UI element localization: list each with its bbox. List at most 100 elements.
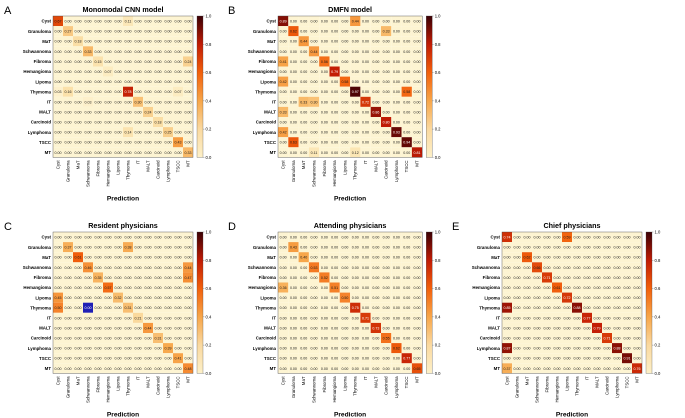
heatmap-cell	[612, 292, 622, 303]
heatmap-cell	[572, 302, 582, 313]
cell-value-label: 0.33	[383, 30, 390, 34]
cell-value-label: 0.63	[290, 141, 297, 145]
cell-value-label: 0.00	[604, 316, 611, 320]
colorbar	[645, 231, 653, 374]
cell-value-label: 0.00	[135, 110, 142, 114]
cell-value-label: 0.00	[280, 316, 287, 320]
heatmap-cell	[632, 272, 642, 283]
heatmap-cell	[319, 242, 330, 253]
cell-value-label: 0.00	[584, 306, 591, 310]
heatmap-cell	[288, 137, 299, 148]
cell-value-label: 0.00	[341, 246, 348, 250]
cell-value-label: 0.00	[115, 70, 122, 74]
cell-value-label: 0.00	[594, 296, 601, 300]
heatmap-cell	[93, 242, 103, 253]
column-label-mt: MT	[186, 160, 191, 167]
cell-value-label: 0.00	[534, 235, 541, 239]
heatmap-cell	[381, 282, 392, 293]
heatmap-cell	[360, 117, 371, 128]
cell-value-label: 0.00	[175, 40, 182, 44]
heatmap-cell	[83, 343, 93, 354]
cell-value-label: 0.00	[95, 151, 102, 155]
cell-value-label: 0.00	[105, 60, 112, 64]
cell-value-label: 0.00	[55, 246, 62, 250]
heatmap-cell	[173, 242, 183, 253]
heatmap-cell	[123, 363, 133, 374]
cell-value-label: 0.00	[300, 306, 307, 310]
cell-value-label: 0.00	[393, 235, 400, 239]
cell-value-label: 0.00	[614, 266, 621, 270]
heatmap-cell	[612, 333, 622, 344]
cell-value-label: 0.24	[145, 110, 152, 114]
cell-value-label: 0.00	[95, 131, 102, 135]
cell-value-label: 0.00	[311, 326, 318, 330]
cell-value-label: 0.00	[175, 256, 182, 260]
cell-value-label: 0.00	[544, 296, 551, 300]
heatmap-cell	[308, 333, 320, 344]
cell-value-label: 0.00	[135, 120, 142, 124]
cell-value-label: 0.00	[544, 235, 551, 239]
cell-value-label: 0.00	[414, 336, 421, 340]
heatmap-cell	[163, 137, 173, 148]
cell-value-label: 0.00	[544, 266, 551, 270]
heatmap-cell	[113, 127, 123, 138]
cell-value-label: 0.00	[414, 60, 421, 64]
cell-value-label: 0.44	[352, 19, 359, 23]
cell-value-label: 0.00	[125, 256, 132, 260]
cell-value-label: 0.00	[65, 80, 72, 84]
heatmap-cell	[153, 333, 163, 344]
heatmap-cell	[522, 292, 532, 303]
heatmap-cell	[522, 322, 532, 333]
heatmap-cell	[329, 262, 340, 273]
cell-value-label: 0.00	[115, 19, 122, 23]
cell-value-label: 0.00	[331, 60, 338, 64]
cell-value-label: 0.00	[362, 60, 369, 64]
heatmap-cell	[411, 353, 423, 364]
cell-value-label: 0.00	[311, 256, 318, 260]
heatmap-cell	[572, 242, 582, 253]
heatmap-cell	[542, 292, 552, 303]
heatmap-cell	[391, 242, 402, 253]
cell-value-label: 0.00	[300, 336, 307, 340]
row-label-fibroma: Fibroma	[34, 275, 52, 280]
heatmap-cell	[298, 137, 309, 148]
heatmap-cell	[339, 106, 351, 117]
cell-value-label: 0.00	[341, 131, 348, 135]
column-label-granuloma: Granuloma	[515, 376, 520, 398]
heatmap-cell	[602, 282, 612, 293]
cell-value-label: 0.00	[403, 80, 410, 84]
cell-value-label: 0.00	[634, 235, 641, 239]
heatmap-cell	[113, 46, 123, 57]
cell-value-label: 0.00	[145, 40, 152, 44]
cell-value-label: 0.53	[311, 266, 318, 270]
cell-value-label: 0.00	[155, 266, 162, 270]
heatmap-cell	[73, 252, 83, 263]
heatmap-cell	[401, 16, 412, 27]
cell-value-label: 0.00	[372, 357, 379, 361]
cell-value-label: 0.00	[125, 70, 132, 74]
heatmap-cell	[411, 106, 423, 117]
cell-value-label: 0.00	[414, 131, 421, 135]
heatmap-cell	[288, 232, 299, 243]
column-label-thymoma: Thymoma	[575, 376, 580, 396]
cell-value-label: 0.00	[165, 50, 172, 54]
cell-value-label: 0.00	[574, 235, 581, 239]
cell-value-label: 0.00	[393, 120, 400, 124]
cell-value-label: 0.00	[321, 266, 328, 270]
cell-value-label: 0.00	[105, 306, 112, 310]
heatmap-cell	[532, 333, 542, 344]
column-label-lipoma: Lipoma	[116, 160, 121, 175]
cell-value-label: 0.00	[300, 367, 307, 371]
cell-value-label: 0.00	[321, 19, 328, 23]
cell-value-label: 0.00	[624, 266, 631, 270]
heatmap-cell	[339, 343, 351, 354]
heatmap-cell	[308, 86, 320, 97]
cell-value-label: 0.00	[544, 347, 551, 351]
row-label-thymoma: Thymoma	[30, 305, 51, 310]
column-label-granuloma: Granuloma	[66, 376, 71, 398]
heatmap-cell	[153, 363, 163, 374]
heatmap-cell	[370, 322, 381, 333]
heatmap-cell	[401, 117, 412, 128]
cell-value-label: 0.00	[414, 90, 421, 94]
cell-value-label: 0.00	[115, 336, 122, 340]
